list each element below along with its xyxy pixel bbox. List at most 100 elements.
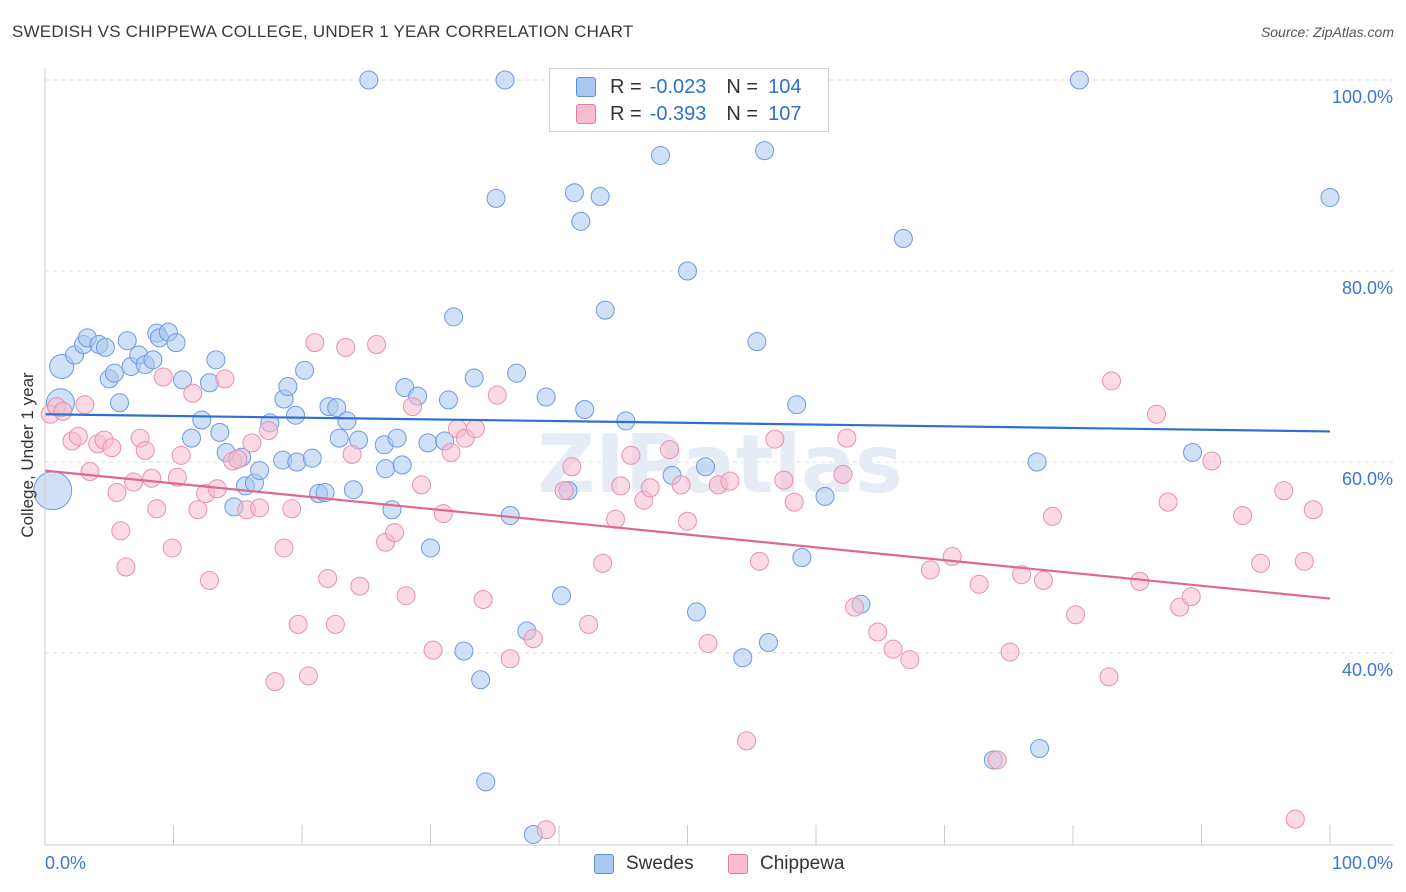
point-chippewa [1251, 553, 1271, 573]
legend-row-chippewa: R = -0.393 N = 107 [576, 101, 801, 127]
point-chippewa [367, 335, 387, 355]
y-tick-label: 40.0% [1342, 660, 1393, 680]
point-swedes [210, 422, 230, 442]
point-chippewa [969, 574, 989, 594]
point-swedes [359, 70, 379, 90]
trend-lines [44, 413, 1331, 600]
point-chippewa [554, 481, 574, 501]
point-swedes [564, 183, 584, 203]
point-swedes [571, 211, 591, 231]
trend-line-chippewa [44, 469, 1331, 600]
legend-n-label: N = [726, 102, 759, 125]
point-chippewa [1042, 506, 1062, 526]
point-chippewa [987, 750, 1007, 770]
point-chippewa [162, 538, 182, 558]
point-swedes [327, 398, 347, 418]
point-chippewa [412, 475, 432, 495]
point-chippewa [1012, 565, 1032, 585]
point-chippewa [107, 483, 127, 503]
point-chippewa [523, 629, 543, 649]
bottom-legend-label-chippewa: Chippewa [760, 853, 845, 874]
point-chippewa [1202, 451, 1222, 471]
point-chippewa [124, 472, 144, 492]
point-chippewa [640, 478, 660, 498]
point-chippewa [53, 401, 73, 421]
point-swedes [792, 548, 812, 567]
point-chippewa [80, 462, 100, 482]
point-chippewa [1130, 571, 1150, 591]
point-swedes [815, 486, 835, 506]
point-swedes [418, 433, 438, 453]
point-swedes [651, 145, 671, 165]
point-chippewa [1285, 809, 1305, 829]
point-chippewa [1181, 587, 1201, 607]
point-chippewa [536, 820, 556, 840]
legend-swatch-chippewa [576, 104, 596, 124]
point-chippewa [737, 731, 757, 751]
point-chippewa [215, 369, 235, 389]
point-chippewa [562, 457, 582, 477]
legend-r-value: -0.393 [649, 102, 707, 125]
point-swedes [552, 586, 572, 606]
bottom-legend-label-swedes: Swedes [626, 853, 694, 874]
legend-swatch-swedes [576, 77, 596, 97]
point-swedes [1069, 70, 1089, 90]
point-chippewa [167, 467, 187, 487]
gridlines [45, 79, 1393, 654]
chart-title: SWEDISH VS CHIPPEWA COLLEGE, UNDER 1 YEA… [12, 22, 634, 41]
point-chippewa [465, 419, 485, 439]
point-chippewa [720, 471, 740, 491]
point-chippewa [1274, 481, 1294, 501]
point-chippewa [305, 333, 325, 353]
point-swedes [755, 141, 775, 161]
point-chippewa [1102, 371, 1122, 391]
point-swedes [1030, 739, 1050, 758]
y-tick-label: 60.0% [1342, 469, 1393, 489]
point-chippewa [135, 441, 155, 461]
point-chippewa [325, 614, 345, 634]
point-swedes [444, 307, 464, 327]
point-swedes [686, 602, 706, 622]
legend-r-label: R = [610, 102, 642, 125]
point-chippewa [250, 498, 270, 518]
point-chippewa [288, 614, 308, 634]
point-chippewa [1099, 667, 1119, 687]
point-swedes [329, 428, 349, 448]
point-chippewa [678, 511, 697, 531]
bottom-legend-swedes: Swedes [594, 851, 694, 877]
point-chippewa [1303, 500, 1323, 520]
legend-r-label: R = [610, 75, 642, 98]
point-swedes [495, 70, 515, 90]
point-chippewa [487, 385, 507, 405]
point-chippewa [845, 597, 865, 617]
legend-n-value: 107 [768, 102, 802, 125]
point-chippewa [473, 590, 493, 610]
point-swedes [117, 331, 137, 351]
point-chippewa [774, 470, 794, 490]
point-swedes [172, 370, 192, 390]
point-swedes [110, 393, 130, 413]
point-swedes [486, 188, 506, 208]
point-chippewa [593, 553, 613, 573]
point-swedes [733, 648, 753, 668]
point-chippewa [423, 640, 443, 660]
point-swedes [343, 480, 363, 500]
point-swedes [747, 332, 767, 352]
point-chippewa [385, 523, 405, 543]
point-chippewa [336, 337, 356, 357]
point-chippewa [274, 538, 294, 558]
point-chippewa [868, 622, 888, 642]
point-swedes [387, 428, 407, 448]
point-chippewa [403, 397, 423, 417]
axes: 40.0% 60.0% 80.0% 100.0% 0.0% 100.0% College, … [18, 68, 1393, 873]
point-chippewa [199, 570, 219, 590]
point-chippewa [621, 445, 641, 465]
point-swedes [95, 337, 115, 357]
point-swedes [104, 363, 124, 383]
point-chippewa [188, 500, 208, 520]
legend-row-swedes: R = -0.023 N = 104 [576, 74, 801, 100]
point-chippewa [833, 464, 853, 484]
point-chippewa [671, 475, 691, 495]
point-swedes [143, 350, 163, 370]
